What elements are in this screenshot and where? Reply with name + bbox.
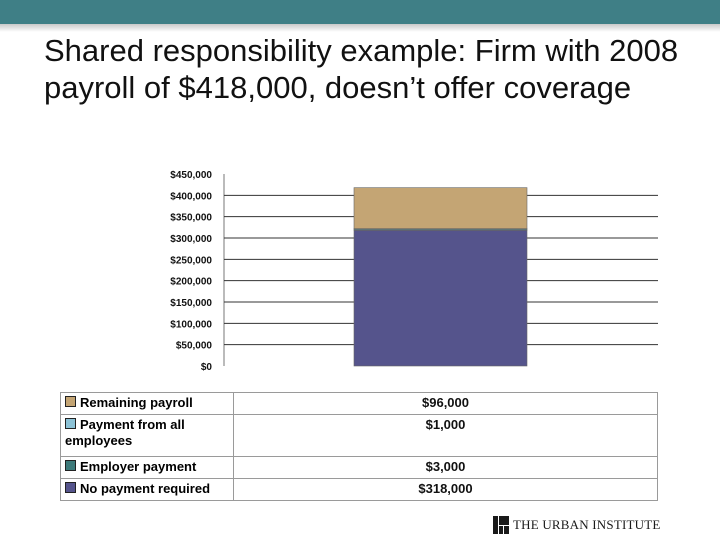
legend-label: Employer payment xyxy=(80,459,197,474)
legend-swatch xyxy=(65,396,76,407)
table-row: Payment from all employees $1,000 xyxy=(60,414,658,457)
header-rule xyxy=(0,24,720,32)
y-tick-label: $100,000 xyxy=(170,319,212,330)
brand-name: THE URBAN INSTITUTE xyxy=(513,517,661,532)
bar-segment-remaining-payroll xyxy=(353,187,528,229)
table-row: Employer payment $3,000 xyxy=(60,456,658,479)
table-row: No payment required $318,000 xyxy=(60,478,658,501)
legend-swatch xyxy=(65,418,76,429)
table-row: Remaining payroll $96,000 xyxy=(60,392,658,415)
legend-label: No payment required xyxy=(80,481,211,496)
data-label-payment-from-all-employees: $1,000 xyxy=(233,414,658,457)
y-tick-label: $350,000 xyxy=(170,213,212,224)
legend-entry-payment-from-all-employees: Payment from all employees xyxy=(60,414,234,457)
y-tick-label: $250,000 xyxy=(170,255,212,266)
chart-data-table: Remaining payroll $96,000 Payment from all… xyxy=(60,392,658,501)
legend-entry-no-payment-required: No payment required xyxy=(60,478,234,501)
y-tick-label: $150,000 xyxy=(170,298,212,309)
data-label-remaining-payroll: $96,000 xyxy=(233,392,658,415)
legend-entry-employer-payment: Employer payment xyxy=(60,456,234,479)
y-tick-label: $200,000 xyxy=(170,277,212,288)
urban-institute-mark-icon xyxy=(493,516,509,534)
y-tick-label: $300,000 xyxy=(170,234,212,245)
data-label-no-payment-required: $318,000 xyxy=(233,478,658,501)
y-tick-label: $50,000 xyxy=(176,341,213,352)
slide-title: Shared responsibility example: Firm with… xyxy=(44,33,679,105)
legend-label: Payment from all employees xyxy=(65,417,185,448)
legend-swatch xyxy=(65,482,76,493)
header-band xyxy=(0,0,720,24)
legend-entry-remaining-payroll: Remaining payroll xyxy=(60,392,234,415)
y-tick-label: $0 xyxy=(201,362,213,373)
legend-label: Remaining payroll xyxy=(80,395,193,410)
urban-institute-logo: THE URBAN INSTITUTE xyxy=(493,516,661,534)
y-tick-label: $450,000 xyxy=(170,170,212,181)
data-label-employer-payment: $3,000 xyxy=(233,456,658,479)
legend-swatch xyxy=(65,460,76,471)
y-tick-label: $400,000 xyxy=(170,191,212,202)
bar-segment-no-payment-required xyxy=(353,230,528,367)
stacked-bar-chart: $0 $50,000 $100,000 $150,000 $200,000 $250,00… xyxy=(170,170,658,373)
